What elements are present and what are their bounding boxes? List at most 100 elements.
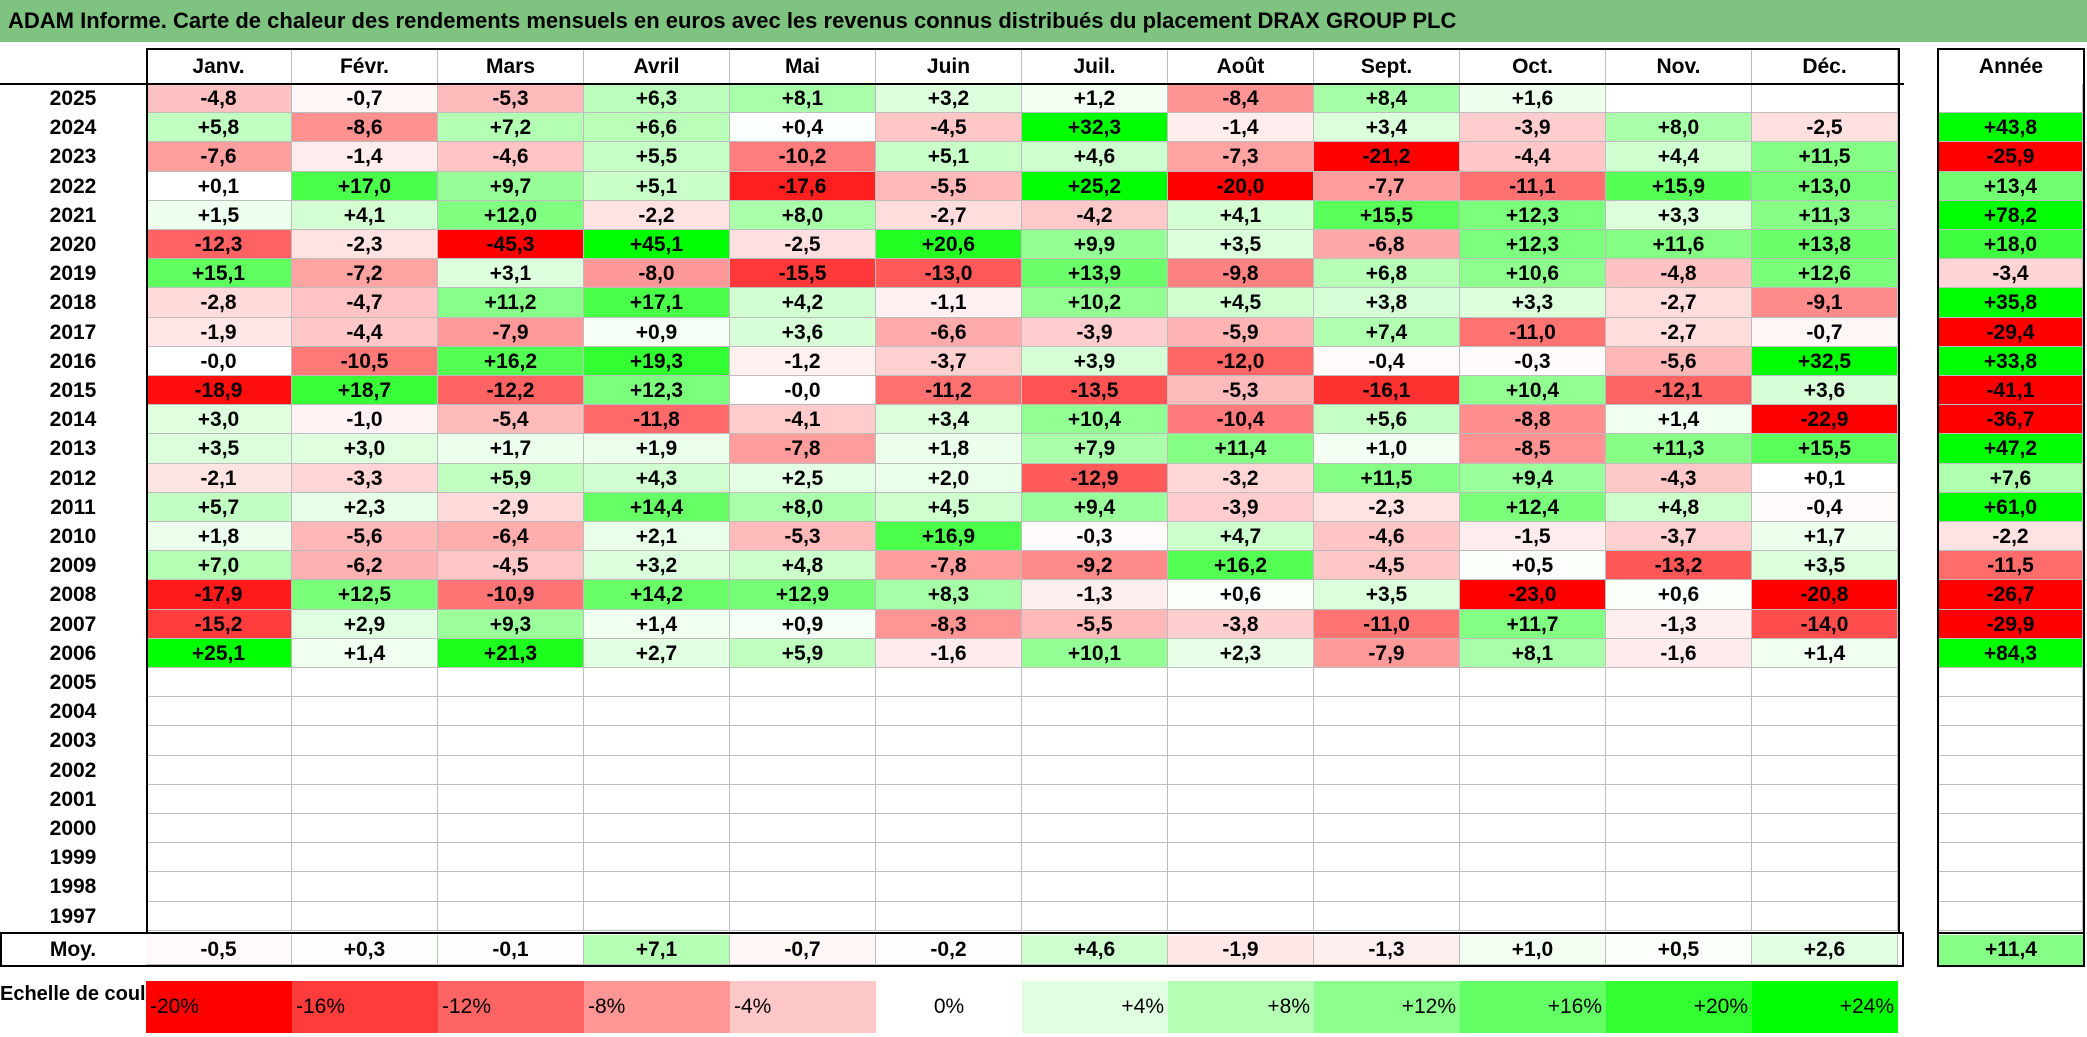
heatmap-cell: -10,5 (292, 346, 438, 376)
heatmap-cell: +3,6 (1752, 376, 1898, 406)
heatmap-cell: -12,2 (438, 376, 584, 406)
heatmap-cell (438, 901, 584, 931)
heatmap-cell: +0,1 (1752, 463, 1898, 493)
heatmap-cell (584, 697, 730, 727)
heatmap-cell: +15,5 (1314, 200, 1460, 230)
heatmap-cell (1168, 814, 1314, 844)
scale-swatch: -8% (584, 981, 730, 1033)
annual-header: Année (1978, 55, 2044, 78)
heatmap-cell: -13,2 (1606, 551, 1752, 581)
heatmap-cell: -0,4 (1314, 346, 1460, 376)
heatmap-cell: -9,1 (1752, 288, 1898, 318)
heatmap-cell: -5,3 (438, 84, 584, 114)
heatmap-cell: +5,8 (146, 113, 292, 143)
heatmap-cell: +6,8 (1314, 259, 1460, 289)
heatmap-cell: +4,4 (1606, 142, 1752, 172)
average-cell: +0,5 (1606, 935, 1752, 965)
scale-swatch: +24% (1752, 981, 1898, 1033)
average-cell: -1,9 (1168, 935, 1314, 965)
heatmap-cell: +4,8 (730, 551, 876, 581)
year-label: 2021 (49, 203, 97, 227)
scale-swatch: -16% (292, 981, 438, 1033)
heatmap-cell (1460, 697, 1606, 727)
heatmap-cell (146, 755, 292, 785)
month-header: Déc. (1752, 50, 1898, 84)
heatmap-cell (1606, 755, 1752, 785)
heatmap-cell (146, 814, 292, 844)
heatmap-cell: +2,7 (584, 638, 730, 668)
annual-cell: +84,3 (1939, 638, 2083, 668)
heatmap-cell: -6,6 (876, 317, 1022, 347)
heatmap-cell (1314, 755, 1460, 785)
heatmap-cell: -2,3 (1314, 492, 1460, 522)
heatmap-cell: +2,3 (1168, 638, 1314, 668)
heatmap-cell: +9,7 (438, 171, 584, 201)
heatmap-cell (584, 814, 730, 844)
heatmap-cell (730, 697, 876, 727)
average-cell: +0,3 (292, 935, 438, 965)
heatmap-cell: +1,7 (438, 434, 584, 464)
heatmap-cell: -6,2 (292, 551, 438, 581)
heatmap-cell: -4,8 (1606, 259, 1752, 289)
heatmap-cell: -1,5 (1460, 522, 1606, 552)
heatmap-cell: -0,3 (1022, 522, 1168, 552)
annual-cell: -29,9 (1939, 609, 2083, 639)
heatmap-cell (1752, 814, 1898, 844)
heatmap-cell: +2,3 (292, 492, 438, 522)
heatmap-cell (1606, 726, 1752, 756)
heatmap-cell: +21,3 (438, 638, 584, 668)
heatmap-cell: +1,8 (876, 434, 1022, 464)
annual-cell: -2,2 (1939, 522, 2083, 552)
heatmap-cell (730, 843, 876, 873)
year-label: 2007 (49, 612, 97, 636)
heatmap-cell (1752, 84, 1898, 114)
year-label: 2020 (49, 233, 97, 256)
heatmap-cell: +16,2 (1168, 551, 1314, 581)
heatmap-cell (1022, 726, 1168, 756)
heatmap-cell: -9,8 (1168, 259, 1314, 289)
heatmap-cell: +3,5 (1752, 551, 1898, 581)
heatmap-cell: -5,4 (438, 405, 584, 435)
heatmap-cell (1606, 668, 1752, 698)
heatmap-cell (876, 697, 1022, 727)
heatmap-cell (1168, 668, 1314, 698)
heatmap-cell: +5,6 (1314, 405, 1460, 435)
year-label: 2008 (49, 583, 97, 607)
heatmap-cell: +1,9 (584, 434, 730, 464)
year-label: 2009 (49, 554, 97, 578)
heatmap-cell (1314, 668, 1460, 698)
heatmap-cell (1752, 843, 1898, 873)
heatmap-cell: -11,0 (1314, 609, 1460, 639)
heatmap-cell: +11,4 (1168, 434, 1314, 464)
heatmap-cell: +8,1 (1460, 638, 1606, 668)
heatmap-cell: +11,5 (1314, 463, 1460, 493)
heatmap-cell: -1,2 (730, 346, 876, 376)
heatmap-cell: -3,7 (1606, 522, 1752, 552)
heatmap-cell (876, 755, 1022, 785)
year-label: 2022 (49, 174, 97, 198)
heatmap-cell: +1,4 (1752, 638, 1898, 668)
average-cell: -0,5 (146, 935, 292, 965)
heatmap-cell (1752, 872, 1898, 902)
heatmap-cell: +15,5 (1752, 434, 1898, 464)
heatmap-cell: +12,9 (730, 580, 876, 610)
heatmap-cell: -10,9 (438, 580, 584, 610)
heatmap-cell: +17,0 (292, 171, 438, 201)
annual-cell: +78,2 (1939, 200, 2083, 230)
heatmap-cell: -8,8 (1460, 405, 1606, 435)
heatmap-cell: -3,9 (1168, 492, 1314, 522)
heatmap-cell: -7,8 (876, 551, 1022, 581)
scale-swatch: +8% (1168, 981, 1314, 1033)
annual-cell: -41,1 (1939, 376, 2083, 406)
heatmap-cell (1752, 755, 1898, 785)
heatmap-cell: +1,4 (292, 638, 438, 668)
heatmap-cell (1022, 697, 1168, 727)
heatmap-cell: -2,9 (438, 492, 584, 522)
heatmap-cell: -3,3 (292, 463, 438, 493)
heatmap-cell: +2,9 (292, 609, 438, 639)
scale-swatch: -20% (146, 981, 292, 1033)
heatmap-cell: +4,5 (1168, 288, 1314, 318)
heatmap-cell (1022, 872, 1168, 902)
heatmap-cell: -1,3 (1606, 609, 1752, 639)
heatmap-cell (292, 668, 438, 698)
